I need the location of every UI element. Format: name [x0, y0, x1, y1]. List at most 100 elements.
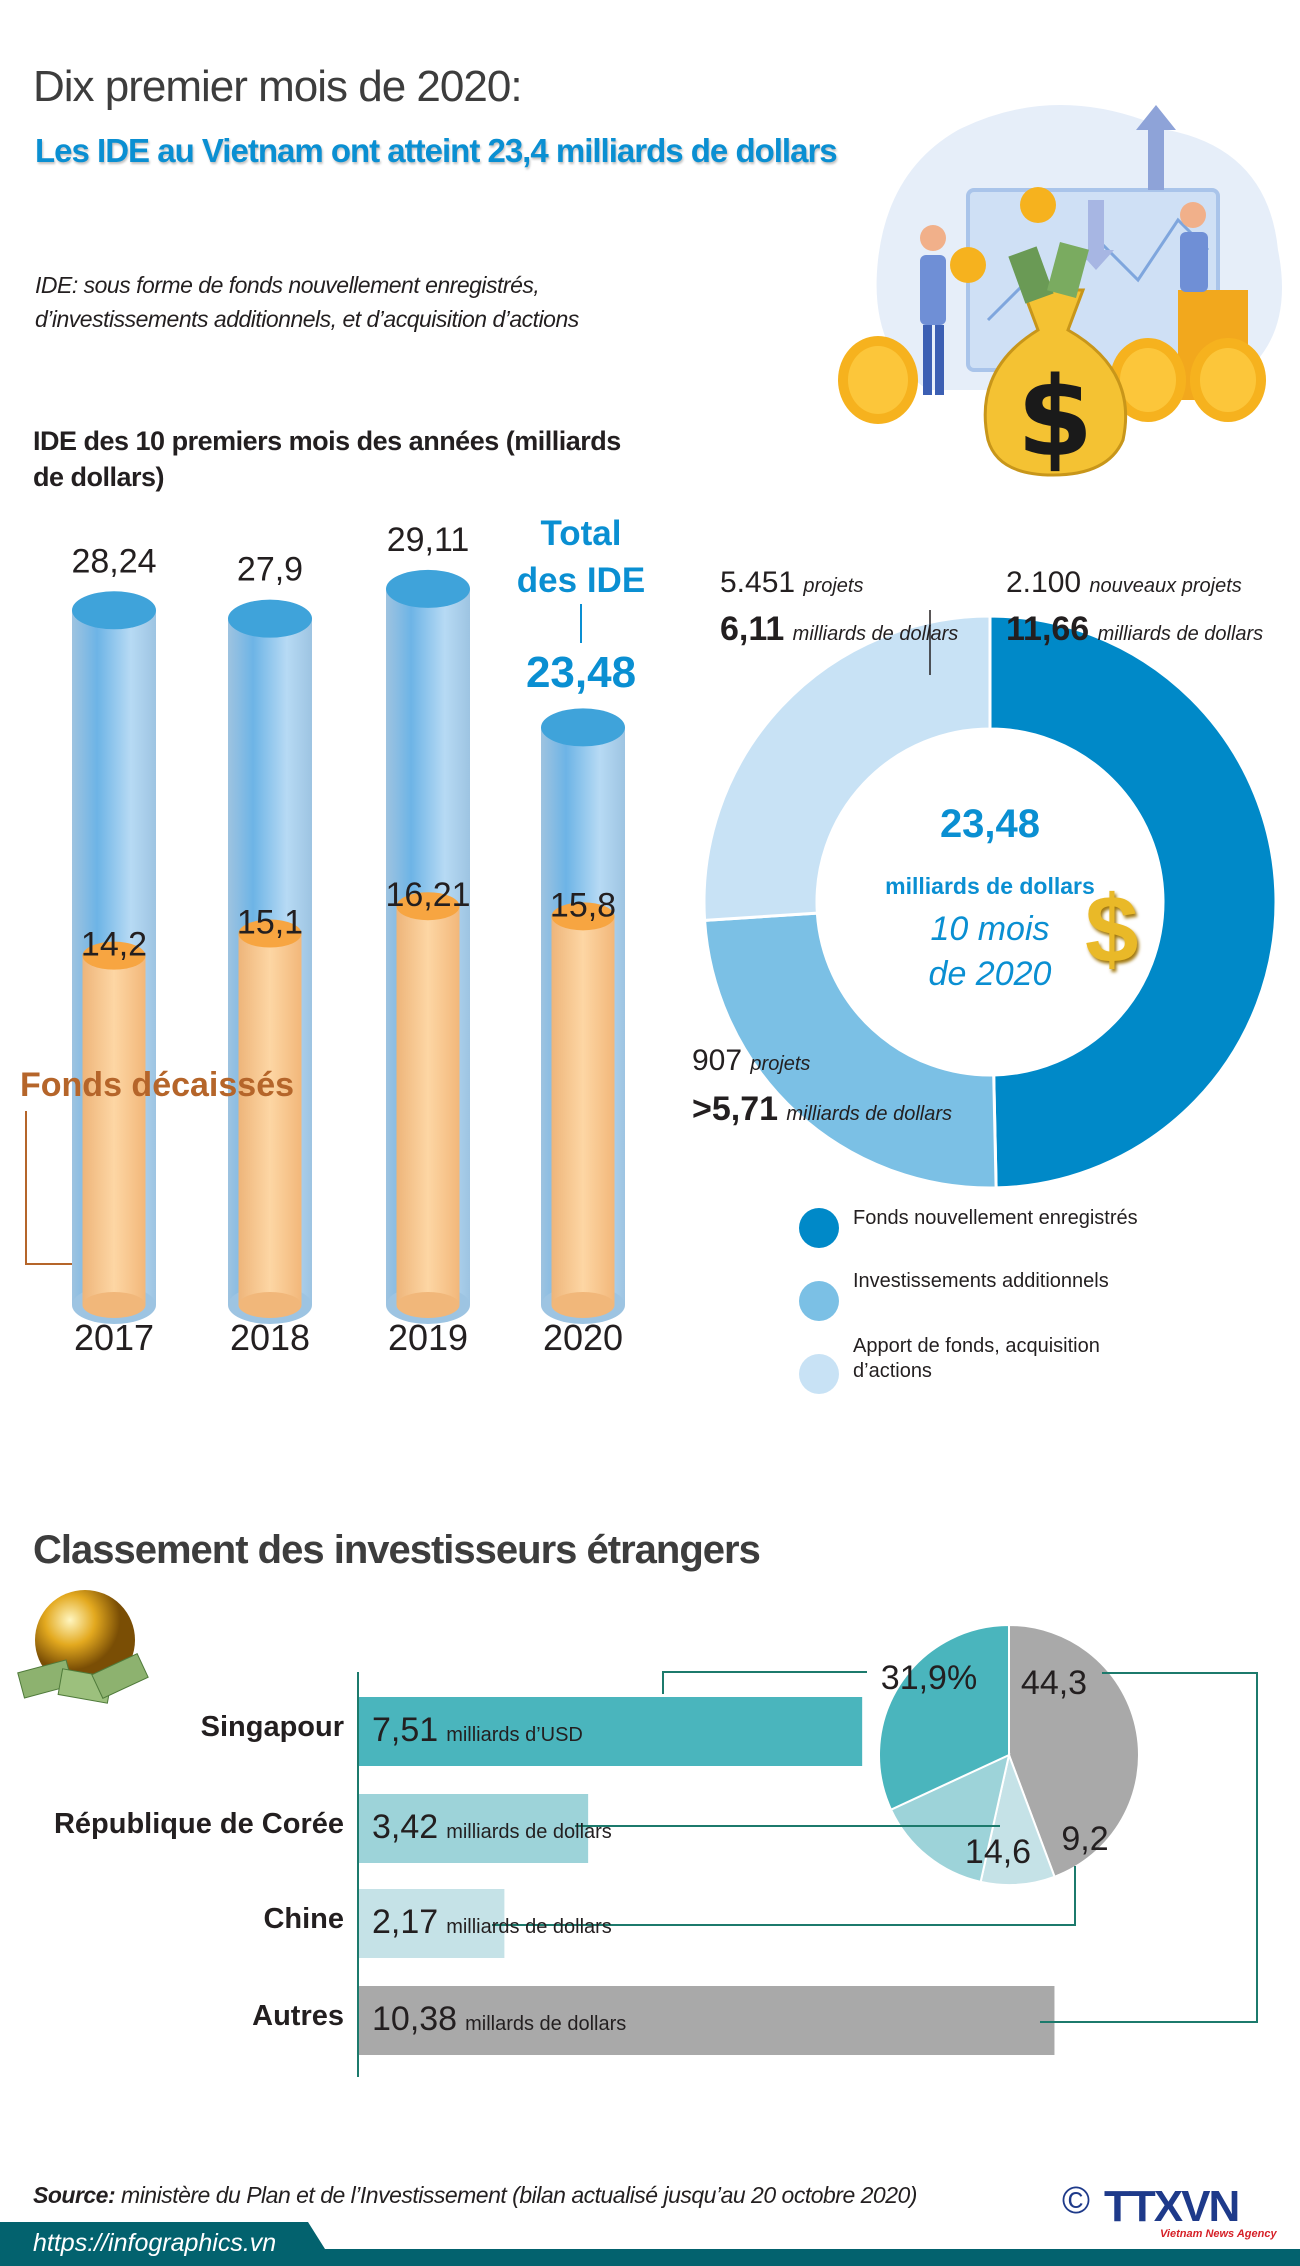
- total-bar-top: [72, 591, 156, 630]
- total-bar-top: [541, 708, 625, 747]
- bar-autres: [359, 1986, 1055, 2055]
- donut-slice-additional: [702, 911, 998, 1190]
- bar-chine: [359, 1889, 505, 1958]
- disbursed-bar-base: [551, 1292, 615, 1318]
- legend-dot-additional: [799, 1281, 839, 1321]
- arrow-up-icon: [1136, 105, 1176, 190]
- donut-slice-new-funds: [988, 614, 1278, 1190]
- disbursed-value-label: 16,21: [385, 876, 470, 914]
- investors-ranking-title: Classement des investisseurs étrangers: [33, 1528, 761, 1572]
- disbursed-value-label: 15,1: [237, 904, 303, 942]
- coin-icon: [950, 247, 986, 283]
- total-bar-top: [228, 599, 312, 638]
- donut-center-period-2: de 2020: [928, 955, 1052, 993]
- donut-center-value: 23,48: [939, 802, 1041, 846]
- country-label: Singapour: [200, 1711, 344, 1743]
- bar-value-label: 7,51 milliards d’USD: [372, 1711, 583, 1749]
- donut-center-period-1: 10 mois: [930, 910, 1050, 948]
- year-label: 2017: [74, 1317, 154, 1358]
- annotation-additional-value: >5,71 milliards de dollars: [692, 1090, 952, 1128]
- cylinder-2020: 15,8 2020: [541, 708, 625, 1358]
- bar-value-label: 3,42 milliards de dollars: [372, 1808, 612, 1846]
- pie-slice-république-de-corée: [889, 1753, 1011, 1884]
- bar-value-label: 2,17 milliards de dollars: [372, 1903, 612, 1941]
- total-value-label: 29,11: [387, 521, 470, 559]
- pie-label: 44,3: [1021, 1664, 1087, 1702]
- total-value-2020: 23,48: [525, 648, 637, 697]
- pie-label: 31,9%: [881, 1659, 977, 1697]
- gold-dollar-icon: $: [1085, 876, 1139, 983]
- disbursed-bar-2017: [82, 955, 146, 1305]
- legend-label-acquisition-1: Apport de fonds, acquisition: [853, 1335, 1100, 1357]
- legend-dot-new-funds: [799, 1208, 839, 1248]
- total-value-label: 27,9: [237, 551, 303, 589]
- pie-label: 14,6: [965, 1833, 1031, 1871]
- connector-line: [662, 1671, 867, 1694]
- pie-slice-autres: [1008, 1623, 1140, 1879]
- ide-definition-line-1: IDE: sous forme de fonds nouvellement en…: [35, 272, 540, 298]
- source-note: Source: ministère du Plan et de l’Invest…: [33, 2182, 917, 2208]
- country-label: Autres: [252, 2000, 344, 2032]
- disbursed-bar-top: [396, 892, 460, 921]
- ttxvn-logo: TTXVN: [1104, 2182, 1240, 2231]
- disbursed-bracket-line: [25, 1111, 86, 1265]
- total-label-line-1: Total: [540, 514, 622, 553]
- disbursed-bar-base: [396, 1292, 460, 1318]
- disbursed-bar-base: [82, 1292, 146, 1318]
- disbursed-bar-base: [238, 1292, 302, 1318]
- disbursed-bar-2019: [396, 906, 460, 1305]
- ttxvn-logo-subtitle: Vietnam News Agency: [1160, 2228, 1277, 2240]
- page-subtitle: Les IDE au Vietnam ont atteint 23,4 mill…: [35, 132, 838, 169]
- annotation-acquisition-value: 6,11 milliards de dollars: [720, 610, 959, 648]
- chart-title-line-1: IDE des 10 premiers mois des années (mil…: [33, 426, 621, 456]
- pie-slice-singapour: [878, 1623, 1010, 1811]
- disbursed-bar-top: [238, 919, 302, 948]
- bar-république-de-corée: [359, 1794, 589, 1863]
- legend-label-additional: Investissements additionnels: [853, 1270, 1109, 1292]
- annotation-new-value: 11,66 milliards de dollars: [1006, 610, 1264, 648]
- investment-illustration: $: [838, 105, 1282, 481]
- connector-line: [492, 1866, 1076, 1926]
- bar-value-label: 10,38 millards de dollars: [372, 2000, 627, 2038]
- total-value-label: 28,24: [71, 542, 156, 580]
- total-bar-top: [386, 569, 470, 608]
- fdi-cylinder-chart: 28,24 14,2 2017 27,9 15,1 2018 29,11 16,21 2019 1…: [25, 521, 625, 1358]
- cylinder-2018: 27,9 15,1 2018: [228, 551, 312, 1358]
- svg-text:$: $: [1017, 353, 1094, 481]
- total-label-line-2: des IDE: [516, 561, 646, 600]
- disbursed-bar-2020: [551, 916, 615, 1305]
- coin-icon: [1020, 187, 1056, 223]
- chart-title-line-2: de dollars): [33, 462, 165, 492]
- legend-dot-acquisition: [799, 1354, 839, 1394]
- disbursed-value-label: 14,2: [81, 926, 147, 964]
- footer-band: [0, 2222, 1300, 2266]
- annotation-acquisition-projects: 5.451 projets: [720, 566, 864, 599]
- website-link[interactable]: https://infographics.vn: [33, 2229, 277, 2257]
- pie-label: 9,2: [1061, 1820, 1108, 1858]
- money-bag-icon: $: [983, 241, 1128, 481]
- country-label: République de Corée: [53, 1808, 344, 1840]
- copyright-icon: ©: [1062, 2180, 1090, 2222]
- disbursed-value-label: 15,8: [550, 886, 616, 924]
- annotation-new-projects: 2.100 nouveaux projets: [1006, 566, 1242, 599]
- coin-stack-left: [838, 336, 918, 424]
- cylinder-2017: 28,24 14,2 2017: [71, 542, 156, 1358]
- coin-stack-right: [1110, 290, 1266, 422]
- page-title: Dix premier mois de 2020:: [33, 62, 523, 111]
- fdi-composition-donut: [702, 610, 1278, 1190]
- year-label: 2020: [543, 1317, 623, 1358]
- legend-label-acquisition-2: d’actions: [853, 1360, 932, 1382]
- connector-line: [1040, 1672, 1258, 2023]
- person-left: [920, 225, 946, 395]
- disbursed-bar-top: [551, 902, 615, 931]
- person-right: [1180, 202, 1208, 292]
- annotation-additional-projects: 907 projets: [692, 1044, 811, 1077]
- cylinder-2019: 29,11 16,21 2019: [385, 521, 470, 1358]
- donut-center-unit: milliards de dollars: [885, 873, 1095, 899]
- country-label: Chine: [263, 1903, 344, 1935]
- year-label: 2018: [230, 1317, 310, 1358]
- year-label: 2019: [388, 1317, 468, 1358]
- disbursed-bar-2018: [238, 933, 302, 1305]
- ide-definition-line-2: d’investissements additionnels, et d’acq…: [35, 306, 579, 332]
